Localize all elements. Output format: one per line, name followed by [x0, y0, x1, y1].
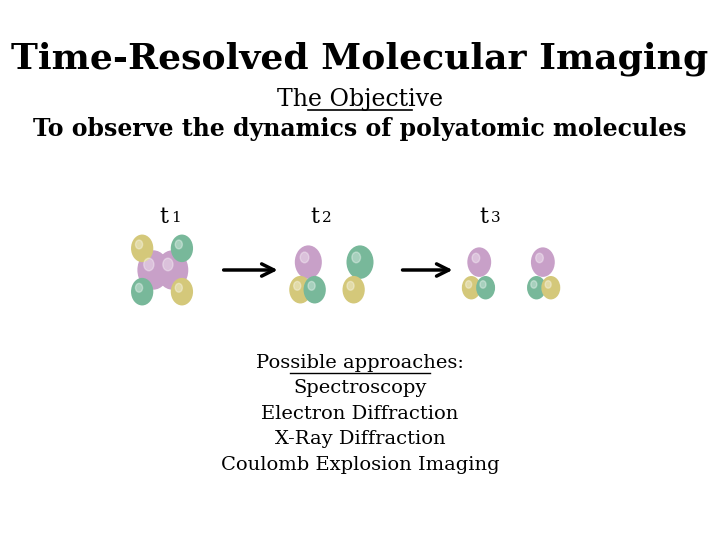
Circle shape: [476, 276, 495, 300]
Circle shape: [138, 251, 169, 289]
Circle shape: [171, 234, 193, 262]
Text: Coulomb Explosion Imaging: Coulomb Explosion Imaging: [221, 456, 499, 474]
Circle shape: [536, 253, 544, 263]
Text: t: t: [160, 206, 168, 228]
Text: Electron Diffraction: Electron Diffraction: [261, 405, 459, 423]
Circle shape: [175, 240, 182, 249]
Text: Possible approaches:: Possible approaches:: [256, 354, 464, 372]
Circle shape: [171, 278, 193, 306]
Circle shape: [289, 276, 312, 303]
Text: 2: 2: [322, 211, 332, 225]
Circle shape: [308, 281, 315, 290]
Circle shape: [472, 253, 480, 263]
Circle shape: [300, 252, 309, 263]
Text: X-Ray Diffraction: X-Ray Diffraction: [275, 430, 445, 449]
Text: t: t: [311, 206, 320, 228]
Circle shape: [304, 276, 326, 303]
Circle shape: [480, 281, 486, 288]
Text: 1: 1: [171, 211, 181, 225]
Circle shape: [294, 281, 301, 290]
Circle shape: [343, 276, 365, 303]
Circle shape: [135, 284, 143, 292]
Circle shape: [163, 258, 173, 271]
Circle shape: [346, 245, 374, 279]
Circle shape: [531, 247, 555, 277]
Circle shape: [466, 281, 472, 288]
Circle shape: [541, 276, 560, 300]
Text: t: t: [480, 206, 488, 228]
Circle shape: [131, 234, 153, 262]
Text: Spectroscopy: Spectroscopy: [293, 379, 427, 397]
Circle shape: [531, 281, 537, 288]
Text: 3: 3: [490, 211, 500, 225]
Circle shape: [294, 245, 322, 279]
Circle shape: [352, 252, 361, 263]
Text: The Objective: The Objective: [277, 88, 443, 111]
Circle shape: [545, 281, 552, 288]
Circle shape: [527, 276, 546, 300]
Text: Time-Resolved Molecular Imaging: Time-Resolved Molecular Imaging: [12, 42, 708, 76]
Circle shape: [131, 278, 153, 306]
Circle shape: [156, 251, 188, 289]
Circle shape: [135, 240, 143, 249]
Circle shape: [347, 281, 354, 290]
Circle shape: [175, 284, 182, 292]
Text: To observe the dynamics of polyatomic molecules: To observe the dynamics of polyatomic mo…: [33, 117, 687, 141]
Circle shape: [144, 258, 154, 271]
Circle shape: [467, 247, 491, 277]
Circle shape: [462, 276, 481, 300]
